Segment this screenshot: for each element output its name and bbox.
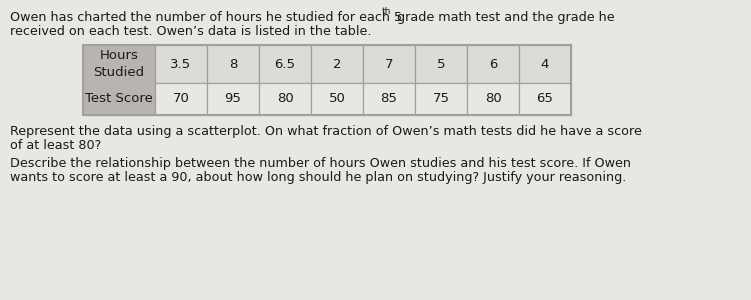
Bar bbox=[519, 83, 571, 115]
Text: Hours
Studied: Hours Studied bbox=[93, 49, 144, 79]
Text: th: th bbox=[382, 7, 391, 16]
Bar bbox=[259, 45, 311, 83]
Text: 80: 80 bbox=[276, 92, 294, 106]
Text: 8: 8 bbox=[229, 58, 237, 70]
Text: 6.5: 6.5 bbox=[275, 58, 295, 70]
Text: Describe the relationship between the number of hours Owen studies and his test : Describe the relationship between the nu… bbox=[10, 157, 631, 170]
Text: received on each test. Owen’s data is listed in the table.: received on each test. Owen’s data is li… bbox=[10, 25, 372, 38]
Text: 95: 95 bbox=[225, 92, 241, 106]
Bar bbox=[207, 45, 259, 83]
Text: 3.5: 3.5 bbox=[170, 58, 192, 70]
Bar bbox=[415, 83, 467, 115]
Bar bbox=[415, 45, 467, 83]
Text: of at least 80?: of at least 80? bbox=[10, 139, 101, 152]
Text: 70: 70 bbox=[173, 92, 189, 106]
Bar bbox=[83, 45, 155, 115]
Text: 50: 50 bbox=[329, 92, 345, 106]
Bar bbox=[311, 83, 363, 115]
Text: 6: 6 bbox=[489, 58, 497, 70]
Bar bbox=[363, 45, 415, 83]
Bar bbox=[363, 83, 415, 115]
Bar bbox=[311, 45, 363, 83]
Text: 80: 80 bbox=[484, 92, 502, 106]
Bar bbox=[83, 45, 571, 115]
Text: 65: 65 bbox=[536, 92, 553, 106]
Text: Owen has charted the number of hours he studied for each 5: Owen has charted the number of hours he … bbox=[10, 11, 402, 24]
Text: grade math test and the grade he: grade math test and the grade he bbox=[393, 11, 614, 24]
Text: Test Score: Test Score bbox=[85, 92, 153, 106]
Text: 7: 7 bbox=[385, 58, 394, 70]
Bar bbox=[519, 45, 571, 83]
Bar bbox=[207, 83, 259, 115]
Text: 85: 85 bbox=[381, 92, 397, 106]
Text: wants to score at least a 90, about how long should he plan on studying? Justify: wants to score at least a 90, about how … bbox=[10, 171, 626, 184]
Bar bbox=[259, 83, 311, 115]
Bar bbox=[155, 83, 207, 115]
Text: 5: 5 bbox=[437, 58, 445, 70]
Bar bbox=[467, 83, 519, 115]
Bar bbox=[467, 45, 519, 83]
Text: 2: 2 bbox=[333, 58, 341, 70]
Text: 75: 75 bbox=[433, 92, 450, 106]
Bar bbox=[155, 45, 207, 83]
Text: 4: 4 bbox=[541, 58, 549, 70]
Text: Represent the data using a scatterplot. On what fraction of Owen’s math tests di: Represent the data using a scatterplot. … bbox=[10, 125, 642, 138]
